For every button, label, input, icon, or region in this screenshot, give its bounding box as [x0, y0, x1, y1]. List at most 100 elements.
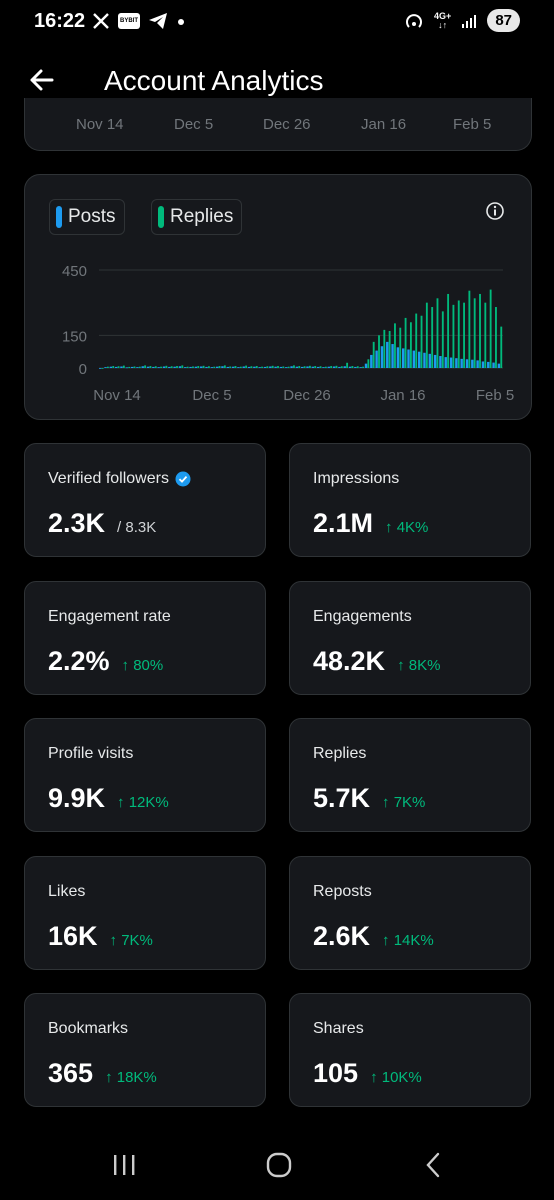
- posts-bar: [210, 367, 214, 368]
- replies-bar: [404, 317, 407, 368]
- top-axis-label: Nov 14: [76, 116, 124, 133]
- replies-bar: [479, 293, 481, 368]
- posts-bar: [295, 366, 299, 368]
- replies-bar: [452, 304, 455, 368]
- replies-bar: [378, 335, 380, 368]
- legend-posts-label: Posts: [68, 206, 116, 227]
- posts-bar: [141, 366, 144, 368]
- metric-value-row: 2.1M ↑ 4K%: [313, 508, 428, 539]
- app-header: Account Analytics: [0, 58, 554, 98]
- posts-bar: [178, 366, 182, 368]
- metric-change: ↑ 80%: [121, 656, 164, 674]
- page-title: Account Analytics: [104, 65, 324, 96]
- activity-chart: 450 150 0 Nov 14 Dec 5 Dec 26 Jan 16 Feb 5: [62, 263, 514, 404]
- replies-bar: [468, 290, 471, 368]
- legend-posts[interactable]: Posts: [49, 199, 125, 235]
- posts-bar: [433, 354, 437, 368]
- notification-icons: BYBIT: [92, 12, 186, 30]
- posts-bar: [332, 366, 336, 368]
- x-icon: [93, 13, 109, 29]
- info-icon[interactable]: [485, 201, 505, 221]
- posts-bar: [109, 366, 113, 368]
- posts-bar: [242, 366, 245, 368]
- metric-label: Likes: [48, 882, 86, 900]
- bybit-icon: BYBIT: [118, 13, 140, 29]
- posts-bar: [338, 366, 341, 368]
- replies-bar: [495, 307, 497, 368]
- y-tick-label: 0: [79, 361, 87, 378]
- posts-bar: [130, 366, 134, 368]
- home-icon[interactable]: [261, 1150, 297, 1180]
- back-arrow-icon[interactable]: [26, 64, 58, 96]
- top-axis-label: Dec 26: [263, 116, 311, 133]
- posts-bar: [215, 366, 219, 368]
- replies-bar: [447, 293, 450, 368]
- replies-bar: [287, 366, 290, 368]
- metric-card[interactable]: Likes 16K ↑ 7K%: [24, 855, 266, 970]
- metric-card[interactable]: Replies 5.7K ↑ 7K%: [289, 718, 531, 832]
- replies-bar: [271, 365, 274, 368]
- posts-bar: [301, 366, 304, 368]
- system-nav-bar: [0, 1134, 554, 1200]
- replies-bar: [239, 366, 242, 368]
- metric-label: Verified followers: [48, 470, 169, 487]
- replies-bar: [489, 289, 492, 368]
- metric-label-row: Bookmarks: [48, 1020, 128, 1038]
- posts-bar: [263, 366, 267, 368]
- replies-bar: [420, 315, 423, 368]
- metric-card[interactable]: Reposts 2.6K ↑ 14K%: [289, 855, 531, 970]
- replies-bar: [335, 365, 338, 368]
- replies-bar: [463, 302, 465, 368]
- metric-card[interactable]: Bookmarks 365 ↑ 18K%: [24, 993, 266, 1107]
- status-right: 4G+ ↓↑ 87: [404, 9, 520, 32]
- metric-change: ↑ 4K%: [385, 519, 429, 536]
- metric-card[interactable]: Profile visits 9.9K ↑ 12K%: [24, 718, 266, 832]
- posts-bar: [492, 362, 495, 368]
- posts-bar: [460, 358, 463, 368]
- posts-bar: [99, 368, 102, 369]
- posts-bar: [428, 353, 431, 368]
- posts-bar: [253, 366, 256, 368]
- posts-bar: [497, 363, 501, 368]
- metric-label: Replies: [313, 745, 367, 762]
- metric-card[interactable]: Verified followers 2.3K / 8.3K: [24, 443, 266, 557]
- metric-card[interactable]: Impressions 2.1M ↑ 4K%: [289, 443, 531, 557]
- replies-bar: [186, 366, 189, 368]
- metric-value-row: 5.7K ↑ 7K%: [313, 783, 425, 814]
- metric-value-row: 2.3K / 8.3K: [48, 508, 156, 539]
- replies-bar: [160, 366, 162, 368]
- posts-bar: [237, 367, 240, 368]
- metric-card[interactable]: Engagement rate 2.2% ↑ 80%: [24, 580, 266, 695]
- posts-bar: [173, 366, 176, 368]
- battery-indicator: 87: [487, 9, 520, 32]
- posts-bar: [184, 367, 187, 368]
- legend-replies-label: Replies: [170, 206, 234, 227]
- posts-bar: [316, 366, 320, 368]
- posts-bar: [364, 363, 368, 368]
- metric-card[interactable]: Engagements 48.2K ↑ 8K%: [289, 580, 531, 695]
- metric-value-row: 2.2% ↑ 80%: [48, 646, 163, 677]
- legend-replies[interactable]: Replies: [151, 199, 243, 235]
- posts-bar: [162, 366, 166, 368]
- date-range-card[interactable]: Nov 14 Dec 5 Dec 26 Jan 16 Feb 5: [24, 92, 532, 151]
- posts-bar: [157, 367, 160, 368]
- metric-value-row: 48.2K ↑ 8K%: [313, 646, 440, 677]
- metric-value: 16K: [48, 920, 98, 951]
- posts-bar: [417, 351, 421, 368]
- replies-bar: [330, 366, 333, 368]
- posts-bar: [290, 366, 293, 368]
- recents-icon[interactable]: [106, 1150, 142, 1180]
- posts-bar: [205, 366, 208, 368]
- posts-bar: [146, 366, 150, 368]
- metric-card[interactable]: Shares 105 ↑ 10K%: [289, 993, 531, 1107]
- posts-bar: [439, 356, 442, 368]
- posts-bar: [152, 366, 155, 368]
- replies-bar: [277, 366, 279, 368]
- posts-bar: [343, 366, 346, 368]
- posts-bar: [391, 344, 394, 368]
- back-icon[interactable]: [416, 1150, 452, 1180]
- posts-bar: [449, 357, 453, 368]
- posts-bar: [125, 367, 128, 369]
- metric-label-row: Likes: [48, 883, 85, 901]
- replies-bar: [308, 365, 311, 368]
